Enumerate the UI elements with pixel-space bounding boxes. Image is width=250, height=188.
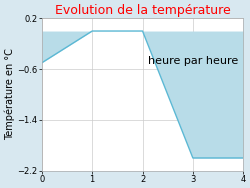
Y-axis label: Température en °C: Température en °C [4,49,15,140]
Title: Evolution de la température: Evolution de la température [55,4,231,17]
Text: heure par heure: heure par heure [148,56,238,66]
